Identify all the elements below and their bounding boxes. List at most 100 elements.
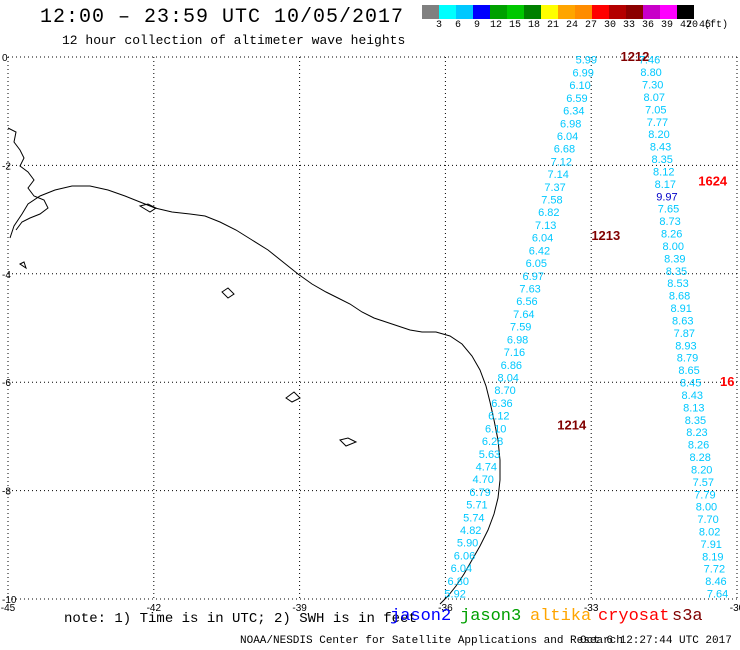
wave-height-value: 8.35 [651, 154, 672, 166]
scale-label: 33 [622, 20, 636, 31]
scale-label: 6 [454, 20, 462, 31]
satellite-jason2: jason2 [390, 607, 452, 626]
scale-swatch-7 [541, 5, 558, 19]
coastline-path [9, 185, 501, 605]
wave-height-value: 8.35 [685, 415, 706, 427]
wave-height-value: 6.04 [532, 233, 553, 245]
map-title: 12:00 – 23:59 UTC 10/05/2017 [40, 6, 405, 29]
wave-height-value: 7.16 [504, 347, 525, 359]
wave-height-value: 8.73 [659, 216, 680, 228]
coastline-north-islands [7, 127, 49, 231]
wave-height-value: 4.82 [460, 525, 481, 537]
scale-label: 12 [489, 20, 503, 31]
scale-label: 70 (ft) [685, 20, 728, 31]
wave-height-value: 7.72 [704, 564, 725, 576]
scale-swatch-2 [456, 5, 473, 19]
scale-label: 36 [641, 20, 655, 31]
wave-height-value: 8.04 [498, 372, 519, 384]
scale-swatch-6 [524, 5, 541, 19]
wave-height-value: 7.57 [693, 477, 714, 489]
wave-height-value: 6.04 [451, 563, 472, 575]
scale-label: 45 [698, 20, 712, 31]
axis-tick-labels: -45 -42 -39 -36 -33 -30 0 -2 -4 -6 -8 -10 [1, 53, 740, 614]
island-4 [339, 437, 358, 447]
island-2 [221, 287, 235, 299]
wave-height-value: 5.99 [576, 55, 597, 67]
wave-height-value: 8.68 [669, 291, 690, 303]
satellite-jason3: jason3 [460, 607, 522, 626]
wave-height-value: 6.80 [448, 576, 469, 588]
wave-height-value: 8.28 [689, 452, 710, 464]
satellite-cryosat: cryosat [598, 607, 670, 626]
wave-height-value: 7.91 [701, 539, 722, 551]
altimeter-tracks: 5.996.996.106.596.346.986.046.687.127.14… [444, 49, 734, 601]
scale-label: 18 [527, 20, 541, 31]
lat-tick-label: -10 [2, 595, 17, 606]
scale-label: 3 [435, 20, 443, 31]
wave-height-value: 8.39 [664, 253, 685, 265]
wave-height-value: 8.20 [691, 464, 712, 476]
wave-height-value: 8.07 [644, 92, 665, 104]
scale-label: 27 [584, 20, 598, 31]
island-1 [138, 203, 157, 213]
scale-label: 9 [473, 20, 481, 31]
wave-height-value: 5.92 [444, 589, 465, 601]
wave-height-value: 6.98 [560, 118, 581, 130]
scale-swatch-4 [490, 5, 507, 19]
island-3 [285, 391, 301, 403]
wave-height-value: 8.12 [653, 166, 674, 178]
scale-swatch-1 [439, 5, 456, 19]
wave-height-value: 4.70 [473, 474, 494, 486]
scale-swatch-13 [643, 5, 660, 19]
wave-height-value: 6.97 [523, 271, 544, 283]
wave-height-value: 6.98 [507, 334, 528, 346]
scale-swatch-5 [507, 5, 524, 19]
wave-height-value: 4.74 [476, 461, 497, 473]
wave-height-value: 6.99 [573, 67, 594, 79]
scale-swatch-10 [592, 5, 609, 19]
lat-tick-label: 0 [2, 53, 8, 64]
wave-height-value: 7.12 [551, 156, 572, 168]
lat-tick-label: -6 [2, 378, 11, 389]
track-2: 7.468.807.308.077.057.778.208.438.358.12… [639, 55, 735, 601]
wave-height-value: 7.64 [513, 309, 534, 321]
time-label: 1212 [620, 49, 649, 64]
wave-height-value: 8.46 [705, 576, 726, 588]
wave-height-value: 6.10 [569, 80, 590, 92]
wave-height-value: 8.20 [648, 129, 669, 141]
wave-height-value: 7.63 [519, 284, 540, 296]
wave-height-value: 5.90 [457, 538, 478, 550]
scale-swatch-12 [626, 5, 643, 19]
wave-height-value: 7.37 [544, 182, 565, 194]
wave-height-value: 8.80 [640, 67, 661, 79]
map-subtitle: 12 hour collection of altimeter wave hei… [62, 33, 406, 48]
wave-height-value: 8.26 [661, 229, 682, 241]
scale-label: 15 [508, 20, 522, 31]
wave-height-value: 8.65 [678, 365, 699, 377]
wave-height-value: 7.87 [674, 328, 695, 340]
time-label: 1214 [557, 418, 587, 433]
wave-height-value: 6.79 [469, 487, 490, 499]
wave-height-value: 7.13 [535, 220, 556, 232]
wave-height-value: 8.23 [686, 427, 707, 439]
scale-swatch-3 [473, 5, 490, 19]
lon-tick-label: -30 [730, 603, 740, 614]
wave-height-value: 6.59 [566, 93, 587, 105]
wave-height-value: 8.91 [670, 303, 691, 315]
wave-height-value: 6.68 [554, 144, 575, 156]
wave-height-value: 8.17 [655, 179, 676, 191]
lon-tick-label: -33 [584, 603, 599, 614]
scale-swatch-8 [558, 5, 575, 19]
lat-tick-label: -2 [2, 161, 11, 172]
lat-tick-label: -4 [2, 270, 11, 281]
wave-height-value: 6.42 [529, 245, 550, 257]
scale-label: 30 [603, 20, 617, 31]
wave-height-value: 6.36 [491, 398, 512, 410]
wave-height-value: 6.34 [563, 106, 584, 118]
time-label: 1624 [698, 174, 728, 189]
wave-height-value: 5.74 [463, 512, 484, 524]
wave-height-value: 8.02 [699, 527, 720, 539]
scale-label: 42 [679, 20, 693, 31]
wave-height-value: 7.14 [548, 169, 569, 181]
wave-height-value: 6.86 [501, 360, 522, 372]
